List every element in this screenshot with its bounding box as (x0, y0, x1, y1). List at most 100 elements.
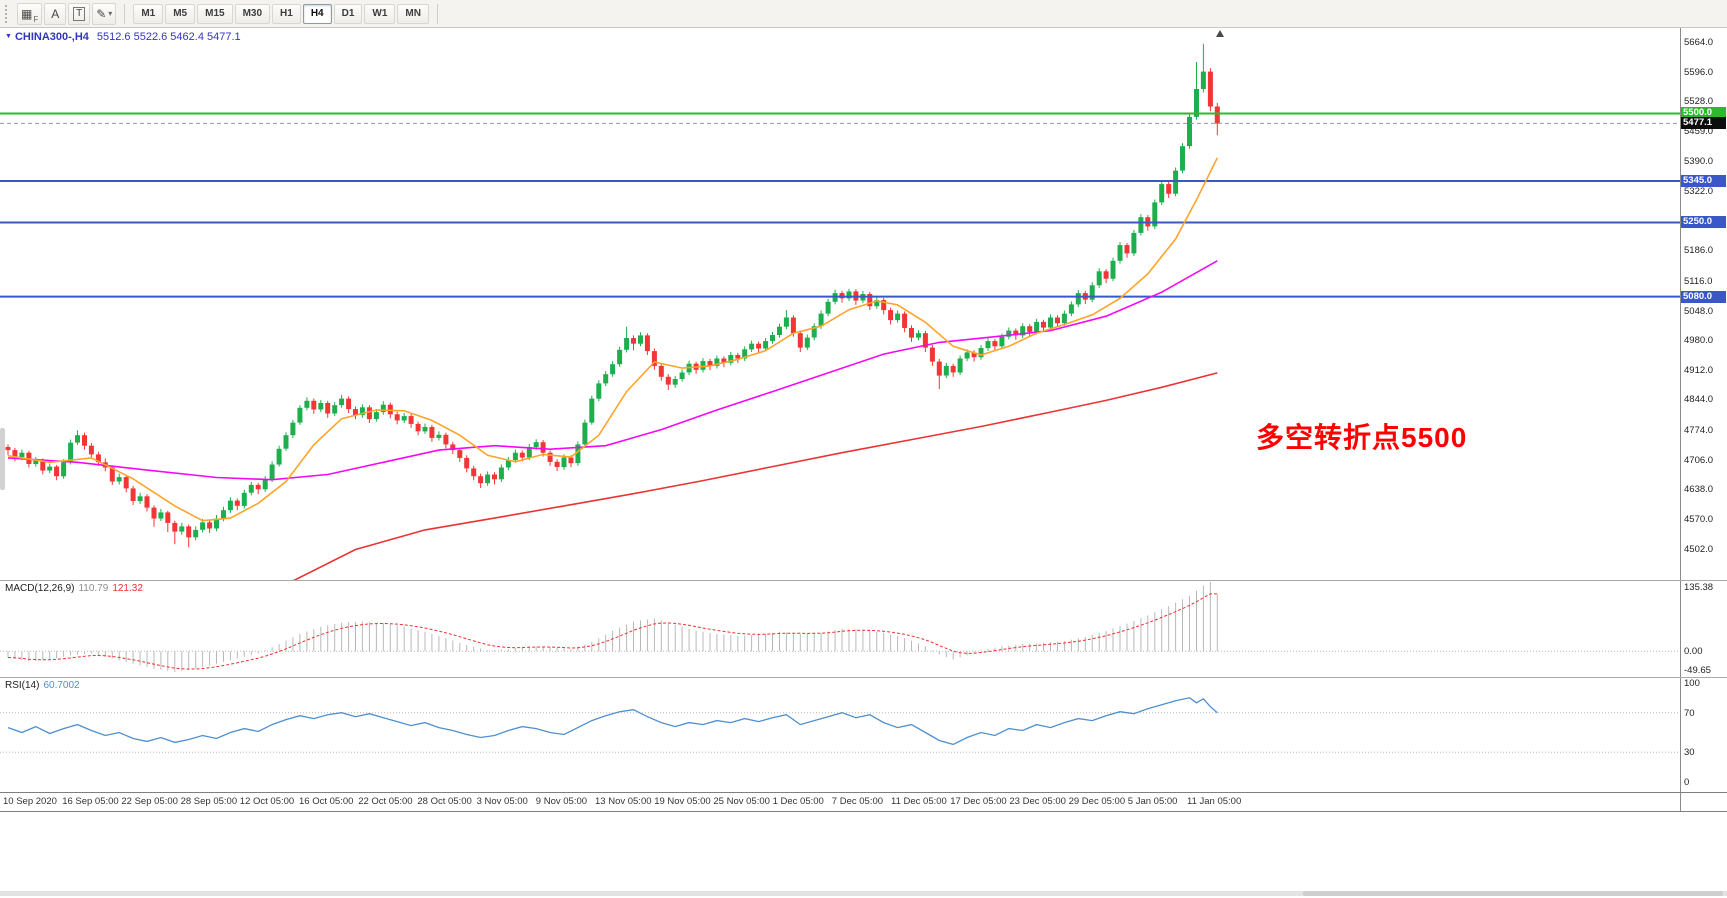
time-label: 10 Sep 2020 (3, 796, 57, 807)
horizontal-scrollbar[interactable] (0, 891, 1727, 896)
macd-axis[interactable]: 135.38 0.00 -49.65 (1680, 581, 1727, 677)
axis-price-label: 5390.0 (1684, 156, 1714, 168)
timeframe-button-d1[interactable]: D1 (333, 3, 363, 24)
axis-price-label: 0.00 (1684, 646, 1703, 658)
tool-button-group: ▦ F A T ✎ ▾ (16, 2, 117, 25)
cursor-tool-icon[interactable]: A (44, 2, 67, 25)
ohlc-values: 5512.6 5522.6 5462.4 5477.1 (96, 31, 241, 43)
time-label: 12 Oct 05:00 (239, 796, 295, 807)
time-label: 22 Oct 05:00 (358, 796, 413, 807)
time-label: 3 Nov 05:00 (476, 796, 528, 807)
macd-main-value: 110.79 (78, 583, 109, 594)
left-scrollbar-thumb[interactable] (0, 428, 5, 490)
current-price-badge: 5477.1 (1681, 117, 1726, 130)
timeframe-button-m30[interactable]: M30 (234, 3, 271, 24)
axis-price-label: 4774.0 (1684, 425, 1714, 436)
price-badge-5500: 5500.0 (1681, 107, 1726, 120)
text-tool-icon[interactable]: T (68, 2, 91, 25)
time-label: 7 Dec 05:00 (831, 796, 884, 807)
time-axis-corner (1680, 793, 1727, 811)
axis-price-label: 4912.0 (1684, 364, 1714, 376)
axis-price-label: 30 (1684, 747, 1695, 759)
bottom-strip (0, 812, 1727, 898)
time-label: 29 Dec 05:00 (1068, 796, 1126, 807)
axis-price-label: 4706.0 (1684, 454, 1714, 466)
timeframe-button-m15[interactable]: M15 (197, 3, 233, 24)
rsi-panel[interactable]: RSI(14) 60.7002 100 70 30 0 (0, 678, 1727, 792)
time-label: 16 Oct 05:00 (299, 796, 354, 807)
panel-separator[interactable] (0, 580, 1727, 581)
toolbar-separator (124, 3, 126, 24)
chart-annotation-text[interactable]: 多空转折点5500 (1256, 422, 1468, 453)
timeframe-button-group: M1 M5 M15 M30 H1 H4 D1 W1 MN (132, 3, 430, 24)
time-label: 28 Sep 05:00 (180, 796, 238, 807)
panel-separator[interactable] (0, 677, 1727, 678)
axis-price-label: 4638.0 (1684, 484, 1714, 496)
main-chart-panel[interactable]: ▼ CHINA300-,H4 5512.6 5522.6 5462.4 5477.1… (0, 28, 1727, 580)
axis-price-label: 135.38 (1684, 582, 1714, 593)
drawing-tool-icon[interactable]: ✎ ▾ (92, 2, 117, 25)
time-label: 13 Nov 05:00 (595, 796, 652, 807)
time-label: 23 Dec 05:00 (1009, 796, 1066, 807)
axis-price-label: 5664.0 (1684, 36, 1714, 48)
rsi-value: 60.7002 (43, 680, 80, 691)
axis-price-label: 5048.0 (1684, 305, 1714, 317)
rsi-axis[interactable]: 100 70 30 0 (1680, 678, 1727, 792)
price-badge-5250: 5250.0 (1681, 216, 1726, 229)
timeframe-button-mn[interactable]: MN (397, 3, 429, 24)
axis-price-label: 4570.0 (1684, 513, 1714, 525)
time-label: 11 Dec 05:00 (891, 796, 947, 807)
axis-price-label: 5596.0 (1684, 66, 1714, 78)
symbol-timeframe-label: CHINA300-,H4 (14, 31, 89, 43)
time-label: 28 Oct 05:00 (417, 796, 472, 807)
axis-price-label: 4980.0 (1684, 335, 1714, 347)
chart-title: ▼ CHINA300-,H4 5512.6 5522.6 5462.4 5477.1 (5, 31, 241, 43)
timeframe-button-m1[interactable]: M1 (133, 3, 164, 24)
time-label: 17 Dec 05:00 (950, 796, 1007, 807)
time-label: 19 Nov 05:00 (654, 796, 711, 807)
time-label: 11 Jan 05:00 (1187, 796, 1242, 807)
axis-price-label: 5116.0 (1684, 275, 1713, 287)
price-badge-5080: 5080.0 (1681, 290, 1726, 303)
time-label: 1 Dec 05:00 (772, 796, 824, 807)
macd-panel[interactable]: MACD(12,26,9) 110.79 121.32 135.38 0.00 -49.… (0, 581, 1727, 677)
axis-price-label: 5186.0 (1684, 245, 1714, 257)
price-badge-5345: 5345.0 (1681, 175, 1726, 188)
axis-price-label: -49.65 (1684, 665, 1711, 676)
macd-canvas[interactable] (0, 581, 1680, 677)
main-chart-canvas[interactable] (0, 28, 1680, 580)
timeframe-button-w1[interactable]: W1 (364, 3, 396, 24)
timeframe-button-h4[interactable]: H4 (302, 3, 332, 24)
horizontal-scrollbar-thumb[interactable] (1303, 891, 1723, 896)
time-label: 16 Sep 05:00 (62, 796, 119, 807)
macd-signal-value: 121.32 (112, 583, 143, 594)
time-label: 9 Nov 05:00 (535, 796, 588, 807)
macd-label: MACD(12,26,9) 110.79 121.32 (5, 583, 143, 594)
axis-price-label: 70 (1684, 707, 1695, 719)
price-axis[interactable]: 5664.05596.05528.05459.05390.05322.05254… (1680, 28, 1727, 580)
time-label: 22 Sep 05:00 (121, 796, 178, 807)
axis-price-label: 100 (1684, 678, 1700, 689)
rsi-canvas[interactable] (0, 678, 1680, 792)
chart-shift-marker-icon[interactable] (1216, 30, 1224, 37)
panel-separator (0, 811, 1727, 812)
rsi-label: RSI(14) 60.7002 (5, 680, 80, 691)
time-axis[interactable]: 10 Sep 2020 16 Sep 05:00 22 Sep 05:00 28 Se… (0, 793, 1727, 811)
panel-separator (0, 792, 1727, 793)
toolbar: ▦ F A T ✎ ▾ M1 M5 M15 M30 H1 H4 D1 W1 MN (0, 0, 1727, 28)
time-label: 5 Jan 05:00 (1127, 796, 1178, 807)
collapse-triangle-icon[interactable]: ▼ (5, 33, 12, 40)
timeframe-button-h1[interactable]: H1 (272, 3, 301, 24)
axis-price-label: 4502.0 (1684, 543, 1714, 555)
timeframe-button-m5[interactable]: M5 (165, 3, 196, 24)
axis-price-label: 5459.0 (1684, 126, 1714, 138)
toolbar-separator (436, 3, 438, 24)
axis-price-label: 0 (1684, 777, 1690, 789)
axis-price-label: 4844.0 (1684, 394, 1714, 406)
toolbar-grip[interactable] (5, 4, 10, 23)
axis-price-label: 5528.0 (1684, 96, 1714, 108)
axis-price-label: 5322.0 (1684, 186, 1714, 198)
time-label: 25 Nov 05:00 (713, 796, 770, 807)
chart-list-icon[interactable]: ▦ F (17, 2, 43, 25)
